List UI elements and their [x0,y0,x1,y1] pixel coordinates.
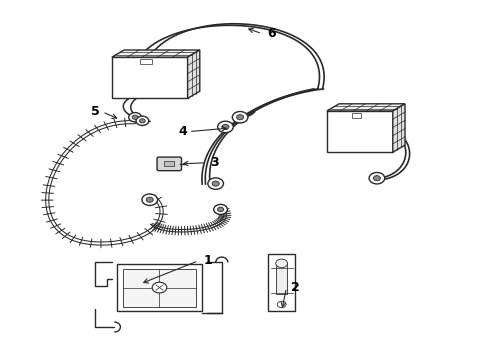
Text: 1: 1 [203,254,212,267]
Bar [276,264,287,294]
Bar [117,264,202,311]
Polygon shape [188,50,200,98]
Bar [268,253,295,311]
Bar [352,113,362,118]
Circle shape [136,116,149,126]
Circle shape [232,112,248,123]
Circle shape [277,301,286,308]
Circle shape [142,194,158,206]
Text: 4: 4 [178,125,187,138]
Bar [140,59,151,64]
Circle shape [146,197,153,202]
Circle shape [129,113,142,122]
Circle shape [208,178,223,189]
Text: 6: 6 [267,27,275,40]
Circle shape [140,119,145,123]
Bar [112,57,188,98]
Text: 5: 5 [91,105,100,118]
Circle shape [218,207,223,212]
Polygon shape [327,104,405,111]
Circle shape [212,181,219,186]
Circle shape [214,204,227,215]
Bar [327,111,393,152]
FancyBboxPatch shape [157,157,181,171]
Polygon shape [112,50,200,57]
Circle shape [237,115,244,120]
Circle shape [132,115,138,120]
Circle shape [276,259,288,268]
Circle shape [218,121,233,133]
Text: 2: 2 [292,281,300,294]
Circle shape [373,176,380,181]
Circle shape [222,124,229,130]
Text: 3: 3 [210,156,219,169]
Bar [164,161,174,166]
Bar [122,269,196,307]
Circle shape [152,282,167,293]
Polygon shape [393,104,405,152]
Circle shape [369,172,385,184]
